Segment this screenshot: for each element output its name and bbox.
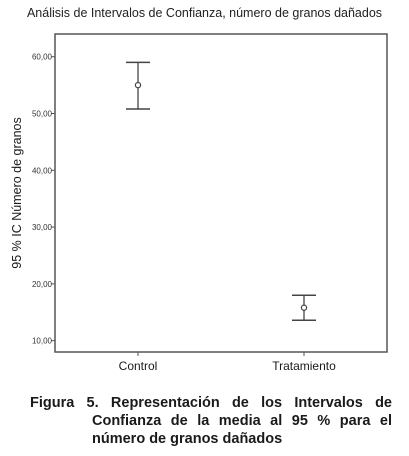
chart: 10,00 20,00 30,00 40,00 50,00 60,00 Control Tr… [10, 33, 388, 373]
error-bars [126, 61, 316, 321]
chart-title: Análisis de Intervalos de Confianza, núm… [26, 6, 383, 20]
caption-line-1: Figura 5. Representación de los Interval… [30, 395, 392, 411]
y-tick-label: 20,00 [32, 280, 53, 289]
plot-area [54, 33, 388, 353]
caption-line-2: Confianza de la media al 95 % para el [92, 413, 392, 429]
x-tick-label: Control [119, 359, 158, 373]
mean-point [134, 81, 142, 89]
y-axis-label: 95 % IC Número de granos [10, 117, 24, 268]
y-tick-label: 30,00 [32, 223, 53, 232]
x-axis: Control Tratamiento [119, 352, 336, 373]
mean-point [300, 304, 308, 311]
y-axis: 10,00 20,00 30,00 40,00 50,00 60,00 [32, 53, 55, 346]
y-tick-label: 60,00 [32, 53, 53, 62]
y-tick-label: 10,00 [32, 337, 53, 346]
x-tick-label: Tratamiento [272, 359, 336, 373]
figure-caption: Figura 5. Representación de los Interval… [30, 394, 392, 448]
y-tick-label: 50,00 [32, 110, 53, 119]
caption-line-3: número de granos dañados [92, 431, 283, 447]
y-tick-label: 40,00 [32, 166, 53, 175]
